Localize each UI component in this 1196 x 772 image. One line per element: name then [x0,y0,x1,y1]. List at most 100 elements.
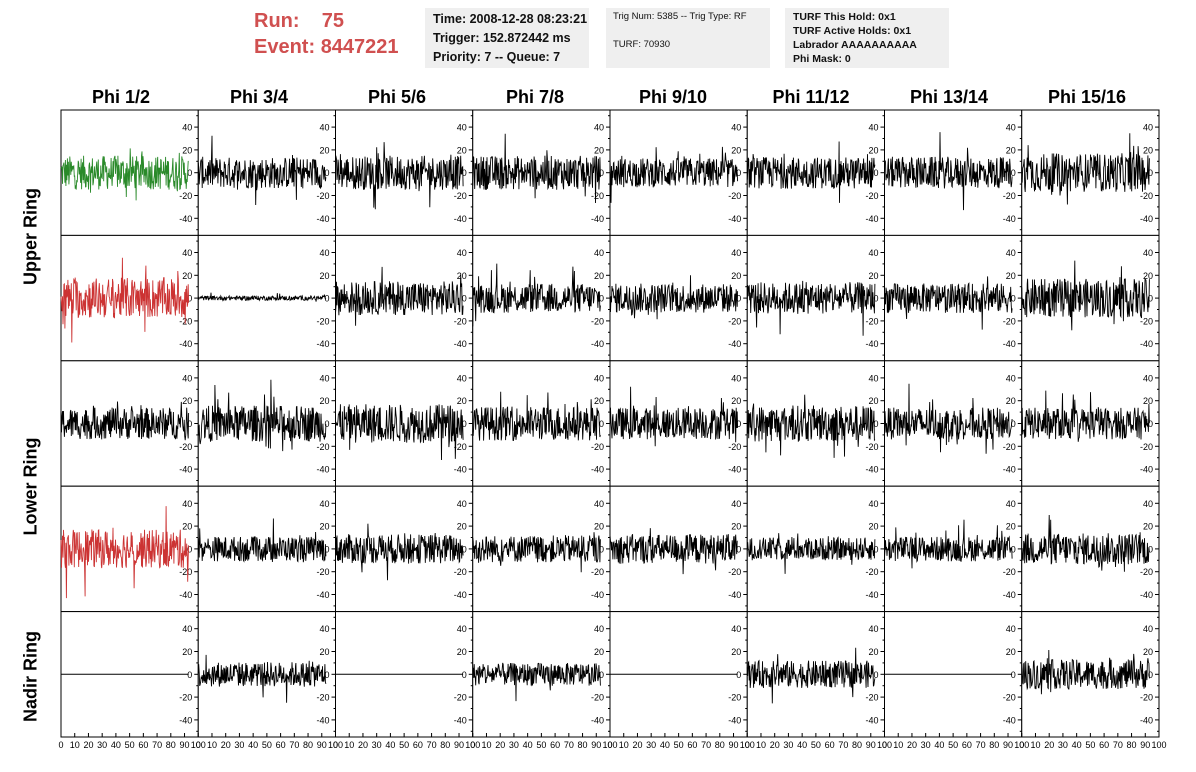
y-tick-label: 40 [457,373,467,383]
x-tick-label: 100 [1014,740,1029,750]
x-tick-label: 40 [385,740,395,750]
y-tick-label: 40 [1143,373,1153,383]
y-tick-label: -40 [865,465,878,475]
y-tick-label: -20 [1140,316,1153,326]
y-tick-label: -40 [591,214,604,224]
y-tick-label: 0 [1011,670,1016,680]
x-tick-label: 20 [1044,740,1054,750]
time-text: Time: 2008-12-28 08:23:21 [433,12,588,26]
y-tick-label: -20 [865,191,878,201]
x-tick-label: 80 [989,740,999,750]
waveform-trace [884,519,1013,569]
x-tick-label: 40 [248,740,258,750]
x-tick-label: 0 [1019,740,1024,750]
x-tick-label: 10 [207,740,217,750]
y-tick-label: 0 [462,544,467,554]
x-tick-label: 40 [1072,740,1082,750]
y-tick-label: 0 [324,544,329,554]
y-tick-label: -40 [316,590,329,600]
x-tick-label: 10 [70,740,80,750]
y-tick-label: -20 [179,191,192,201]
x-tick-label: 100 [602,740,617,750]
y-tick-label: 40 [868,624,878,634]
y-tick-label: -40 [179,214,192,224]
waveform-trace [884,383,1013,454]
waveform-trace [197,379,327,452]
y-tick-label: -20 [591,191,604,201]
y-tick-label: 20 [731,647,741,657]
y-tick-label: 20 [1006,396,1016,406]
y-tick-label: 40 [1006,123,1016,133]
y-tick-label: -40 [728,465,741,475]
waveform-trace [609,275,739,320]
x-tick-label: 0 [607,740,612,750]
y-tick-label: -40 [454,214,467,224]
column-title-phi-3-4: Phi 3/4 [229,87,289,107]
y-tick-label: -40 [591,590,604,600]
run-value: 75 [321,10,345,32]
y-tick-label: 40 [319,373,329,383]
x-tick-label: 80 [440,740,450,750]
y-tick-label: 40 [1143,499,1153,509]
waveform-trace [472,391,601,442]
y-tick-label: 0 [599,168,604,178]
y-tick-label: 20 [1143,647,1153,657]
y-tick-label: 20 [319,522,329,532]
y-tick-label: -20 [728,316,741,326]
waveform-trace [335,266,464,326]
x-tick-label: 30 [97,740,107,750]
x-tick-label: 90 [1140,740,1150,750]
x-tick-label: 60 [276,740,286,750]
y-tick-label: 20 [868,271,878,281]
y-tick-label: 40 [457,123,467,133]
y-tick-label: -40 [865,715,878,725]
x-tick-label: 60 [687,740,697,750]
y-tick-label: 40 [1006,499,1016,509]
x-tick-label: 70 [701,740,711,750]
y-tick-label: 0 [1148,670,1153,680]
x-tick-label: 0 [470,740,475,750]
y-tick-label: -40 [1003,339,1016,349]
y-tick-label: -20 [316,191,329,201]
time-info-panel: Time: 2008-12-28 08:23:21 Trigger: 152.8… [425,8,589,68]
y-tick-label: -40 [454,715,467,725]
phi-mask-text: Phi Mask: 0 [793,53,851,65]
y-tick-label: 0 [324,419,329,429]
y-tick-label: 0 [736,294,741,304]
y-tick-label: 40 [731,499,741,509]
y-tick-label: 20 [868,145,878,155]
y-tick-label: -20 [865,442,878,452]
x-tick-label: 50 [536,740,546,750]
y-tick-label: 40 [182,624,192,634]
y-tick-label: -20 [316,693,329,703]
waveform-trace [1021,390,1150,442]
y-tick-label: 40 [731,624,741,634]
y-tick-label: 20 [731,522,741,532]
waveform-trace [472,133,601,204]
y-tick-label: 20 [1143,522,1153,532]
y-tick-label: -20 [1140,442,1153,452]
y-tick-label: 20 [594,396,604,406]
y-tick-label: -20 [1003,442,1016,452]
y-tick-label: 40 [731,373,741,383]
y-tick-label: -20 [316,442,329,452]
waveform-trace [746,647,876,704]
x-tick-label: 20 [632,740,642,750]
y-tick-label: 0 [1011,294,1016,304]
y-tick-label: 20 [457,396,467,406]
y-tick-label: 20 [457,647,467,657]
y-tick-label: 40 [457,248,467,258]
y-tick-label: 0 [1148,419,1153,429]
y-tick-label: -20 [1003,567,1016,577]
waveform-trace [746,394,876,458]
y-tick-label: 20 [731,396,741,406]
event-label: Event: [254,36,316,58]
y-tick-label: 20 [731,271,741,281]
x-tick-label: 50 [674,740,684,750]
y-tick-label: 40 [594,624,604,634]
x-tick-label: 100 [740,740,755,750]
y-tick-label: -20 [728,693,741,703]
y-tick-label: -20 [591,316,604,326]
x-tick-label: 100 [1151,740,1166,750]
